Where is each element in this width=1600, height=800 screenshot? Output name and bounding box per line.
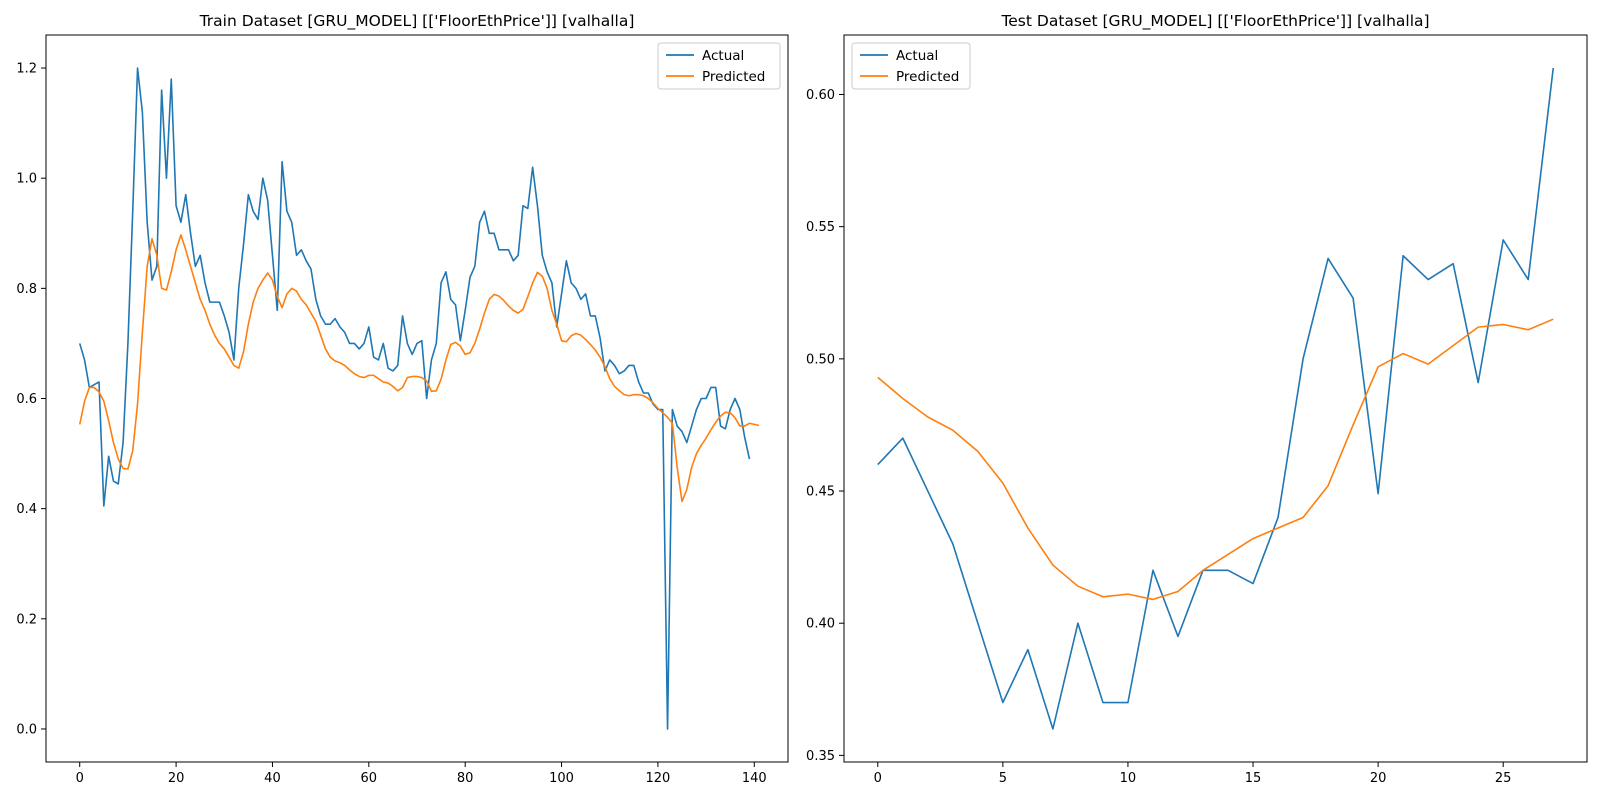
train-legend-label-predicted: Predicted <box>702 69 765 85</box>
train-y-tick-label: 0.4 <box>16 502 37 517</box>
train-x-tick-label: 40 <box>264 771 281 786</box>
train-y-tick-label: 1.0 <box>16 172 37 187</box>
test-chart-title: Test Dataset [GRU_MODEL] [['FloorEthPric… <box>1000 12 1429 31</box>
train-x-tick-label: 80 <box>457 771 474 786</box>
test-legend: Actual Predicted <box>851 42 971 90</box>
train-y-tick-label: 0.6 <box>16 392 37 407</box>
test-y-tick-label: 0.45 <box>806 485 835 500</box>
train-x-tick-label: 20 <box>168 771 185 786</box>
train-x-tick-label: 100 <box>549 771 574 786</box>
test-plot-frame <box>843 34 1588 763</box>
train-plot-frame <box>45 34 789 763</box>
test-x-tick-label: 20 <box>1370 771 1387 786</box>
test-y-tick-label: 0.60 <box>806 88 835 103</box>
train-x-tick-label: 120 <box>645 771 670 786</box>
train-chart-panel: Train Dataset [GRU_MODEL] [['FloorEthPri… <box>16 12 789 786</box>
test-x-tick-label: 25 <box>1495 771 1512 786</box>
test-legend-label-actual: Actual <box>896 48 938 64</box>
train-y-tick-label: 1.2 <box>16 62 37 77</box>
test-y-tick-label: 0.50 <box>806 352 835 367</box>
train-x-tick-label: 0 <box>76 771 84 786</box>
train-x-tick-label: 140 <box>742 771 767 786</box>
train-series-predicted-line <box>78 234 760 503</box>
train-legend-label-actual: Actual <box>702 48 744 64</box>
test-x-tick-label: 10 <box>1120 771 1137 786</box>
test-y-tick-label: 0.55 <box>806 220 835 235</box>
test-x-tick-label: 5 <box>999 771 1007 786</box>
train-chart-title: Train Dataset [GRU_MODEL] [['FloorEthPri… <box>199 12 635 31</box>
test-series-actual-line <box>877 67 1555 730</box>
train-series-actual-line <box>78 67 751 730</box>
train-y-tick-label: 0.2 <box>16 612 37 627</box>
test-series-predicted-line <box>877 318 1554 601</box>
test-x-tick-label: 0 <box>874 771 882 786</box>
test-x-tick-label: 15 <box>1245 771 1262 786</box>
test-y-tick-label: 0.35 <box>806 749 835 764</box>
train-y-tick-label: 0.8 <box>16 282 37 297</box>
train-legend: Actual Predicted <box>657 42 781 90</box>
train-y-tick-label: 0.0 <box>16 722 37 737</box>
test-chart-panel: Test Dataset [GRU_MODEL] [['FloorEthPric… <box>806 12 1588 786</box>
test-legend-label-predicted: Predicted <box>896 69 959 85</box>
train-x-tick-label: 60 <box>361 771 378 786</box>
test-y-tick-label: 0.40 <box>806 617 835 632</box>
